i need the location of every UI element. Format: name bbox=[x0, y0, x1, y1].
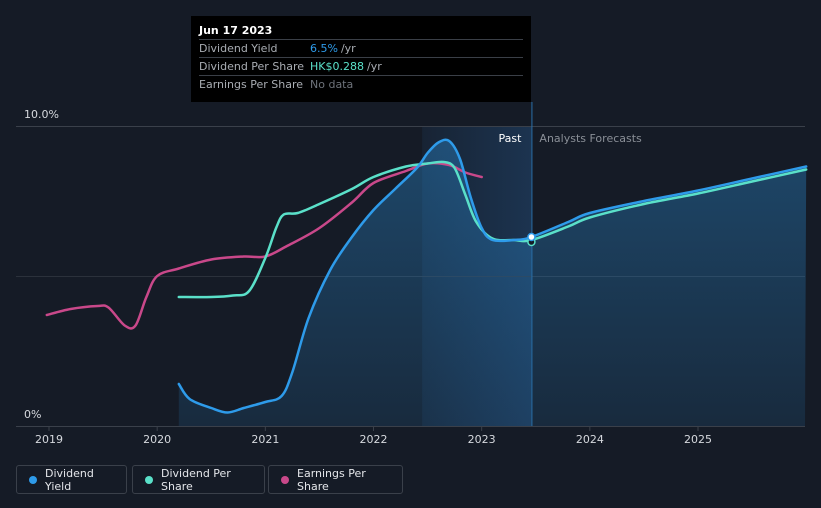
legend-label: Dividend Per Share bbox=[161, 466, 231, 493]
legend-label: Dividend Yield bbox=[45, 466, 94, 493]
dividend-per-share-line[interactable] bbox=[177, 160, 808, 299]
tooltip-row-earnings-per-share: Earnings Per Share No data bbox=[199, 75, 523, 93]
tooltip-date: Jun 17 2023 bbox=[199, 24, 273, 37]
tooltip-label: Dividend Yield bbox=[199, 42, 278, 55]
legend-earnings-per-share[interactable]: Earnings Per Share bbox=[268, 465, 403, 494]
y-tick-label-bottom: 0% bbox=[24, 408, 41, 421]
x-tick-label: 2021 bbox=[251, 433, 279, 446]
tooltip-value: 6.5% bbox=[310, 42, 338, 55]
dividend-yield-line[interactable] bbox=[177, 138, 808, 414]
x-tick-label: 2023 bbox=[468, 433, 496, 446]
legend-label: Earnings Per Share bbox=[297, 466, 366, 493]
tooltip-value: HK$0.288 bbox=[310, 60, 364, 73]
analysts-forecasts-label: Analysts Forecasts bbox=[539, 132, 642, 145]
tooltip-row-dividend-per-share: Dividend Per Share HK$0.288 /yr bbox=[199, 57, 523, 75]
dividend-yield-dot-icon bbox=[29, 475, 37, 484]
dividend-per-share-dot-icon bbox=[145, 475, 153, 484]
earnings-per-share-dot-icon bbox=[281, 475, 289, 484]
tooltip-unit: /yr bbox=[366, 60, 382, 73]
x-tick-label: 2019 bbox=[35, 433, 63, 446]
x-tick-label: 2020 bbox=[143, 433, 171, 446]
legend-dividend-yield[interactable]: Dividend Yield bbox=[16, 465, 127, 494]
tooltip-label: Earnings Per Share bbox=[199, 78, 304, 91]
x-tick-label: 2024 bbox=[576, 433, 604, 446]
x-tick-label: 2025 bbox=[684, 433, 712, 446]
x-tick-label: 2022 bbox=[360, 433, 388, 446]
tooltip-unit: /yr bbox=[340, 42, 356, 55]
dividend-yield-area bbox=[178, 139, 807, 426]
tooltip-value: No data bbox=[310, 78, 354, 91]
tooltip-label: Dividend Per Share bbox=[199, 60, 305, 73]
tooltip-row-dividend-yield: Dividend Yield 6.5% /yr bbox=[199, 39, 523, 57]
x-axis-ticks: 2019 2020 2021 2022 2023 2024 2025 bbox=[35, 426, 712, 446]
dividend-yield-marker bbox=[527, 232, 536, 242]
legend-dividend-per-share[interactable]: Dividend Per Share bbox=[132, 465, 265, 494]
y-tick-label-top: 10.0% bbox=[24, 108, 59, 121]
past-label: Past bbox=[498, 132, 522, 145]
chart-tooltip: Jun 17 2023 Dividend Yield 6.5% /yr Divi… bbox=[191, 16, 531, 102]
